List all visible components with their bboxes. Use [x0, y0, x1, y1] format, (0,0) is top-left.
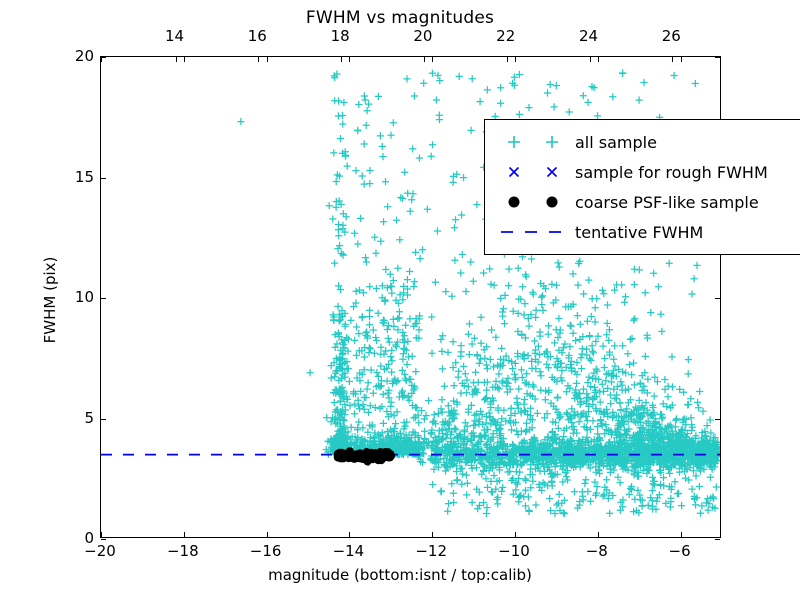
y-tick-label: 15: [74, 167, 94, 186]
top-x-tick-mark: [589, 57, 591, 62]
legend-label: tentative FWHM: [575, 222, 704, 242]
x-tick-mark: [515, 57, 516, 62]
x-tick-mark: [680, 57, 682, 62]
y-tick-mark: [715, 57, 720, 58]
chart-title: FWHM vs magnitudes: [305, 8, 495, 28]
plot-data-area: [101, 57, 720, 537]
x-tick-mark: [101, 57, 102, 62]
top-x-tick-label: 18: [330, 27, 350, 45]
top-x-tick-mark: [672, 57, 674, 62]
x-tick-mark: [266, 57, 268, 62]
x-tick-mark: [597, 57, 599, 62]
x-marker-icon: [491, 157, 575, 187]
y-axis-label: FWHM (pix): [41, 256, 59, 344]
legend-label: all sample: [575, 132, 657, 152]
x-tick-mark: [266, 532, 268, 537]
y-tick-mark: [101, 418, 106, 420]
x-tick-label: −18: [166, 542, 199, 560]
y-tick-mark: [715, 298, 720, 299]
y-tick-label: 20: [74, 47, 94, 65]
y-tick-mark: [715, 539, 720, 540]
legend-label: coarse PSF-like sample: [575, 192, 759, 212]
x-tick-label: −12: [415, 542, 448, 560]
x-tick-mark: [349, 532, 351, 537]
x-tick-mark: [680, 532, 682, 537]
series-tentative-fwhm-line: [101, 453, 720, 456]
y-tick-label: 10: [74, 288, 94, 306]
y-tick-label: 0: [84, 529, 94, 547]
top-x-tick-label: 26: [661, 27, 681, 45]
legend-item-coarse-psf-like-sample: coarse PSF-like sample: [485, 187, 800, 217]
top-x-tick-mark: [175, 57, 177, 62]
x-tick-label: −14: [332, 542, 365, 560]
x-tick-mark: [432, 57, 434, 62]
x-tick-label: −16: [249, 542, 282, 560]
x-tick-label: −20: [84, 542, 116, 560]
x-tick-mark: [183, 57, 185, 62]
top-x-tick-mark: [506, 57, 508, 62]
legend-item-tentative-fwhm: tentative FWHM: [485, 217, 800, 247]
top-x-tick-label: 22: [496, 27, 516, 45]
top-x-tick-mark: [258, 57, 260, 62]
top-x-tick-label: 20: [413, 27, 433, 45]
top-x-tick-mark: [423, 57, 425, 62]
plot-axes: all sample sample for rough FWHM: [100, 56, 800, 540]
x-tick-label: −6: [668, 542, 691, 560]
x-tick-mark: [597, 532, 599, 537]
x-tick-label: −8: [585, 542, 608, 560]
dashed-line-icon: [491, 217, 575, 247]
y-tick-mark: [101, 298, 106, 299]
y-tick-mark: [101, 57, 106, 58]
x-tick-mark: [515, 532, 516, 537]
y-tick-mark: [715, 418, 720, 420]
top-x-tick-label: 14: [164, 27, 185, 45]
x-axis-label: magnitude (bottom:isnt / top:calib): [268, 566, 532, 584]
legend-item-sample-for-rough-fwhm: sample for rough FWHM: [485, 157, 800, 187]
chart-legend: all sample sample for rough FWHM: [484, 119, 800, 255]
x-tick-mark: [432, 532, 434, 537]
dot-marker-icon: [491, 187, 575, 217]
top-x-tick-label: 24: [578, 27, 599, 45]
x-tick-mark: [349, 57, 351, 62]
y-tick-mark: [101, 177, 106, 179]
x-tick-mark: [183, 532, 185, 537]
y-tick-label: 5: [84, 408, 94, 427]
legend-item-all-sample: all sample: [485, 127, 800, 157]
plus-marker-icon: [491, 127, 575, 157]
x-tick-label: −10: [498, 542, 530, 560]
top-x-tick-mark: [341, 57, 343, 62]
legend-label: sample for rough FWHM: [575, 162, 768, 182]
top-x-tick-label: 16: [247, 27, 267, 45]
x-tick-mark: [101, 532, 102, 537]
series-coarse-psf-like-sample: [333, 447, 396, 466]
y-tick-mark: [101, 539, 106, 540]
